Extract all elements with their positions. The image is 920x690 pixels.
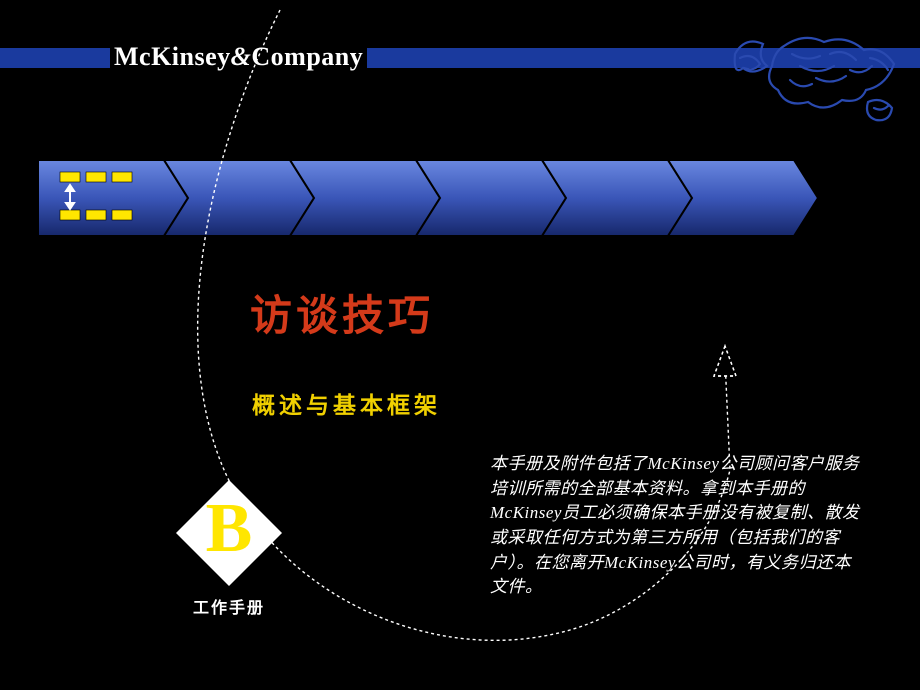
company-logo: McKinsey&Company <box>110 42 367 74</box>
logo-ampersand: & <box>231 42 252 71</box>
slide-subtitle: 概述与基本框架 <box>252 386 441 420</box>
slide-root: McKinsey&Company <box>0 0 920 690</box>
badge-label: 工作手册 <box>164 594 294 618</box>
slide-title: 访谈技巧 <box>250 282 434 343</box>
handbook-badge: B 工作手册 <box>164 476 294 646</box>
logo-part-a: McKinsey <box>114 42 231 71</box>
disclaimer-text: 本手册及附件包括了McKinsey公司顾问客户服务培训所需的全部基本资料。拿到本… <box>490 452 860 600</box>
first-chevron-detail <box>54 168 164 228</box>
world-map-graphic <box>720 24 920 134</box>
process-chevron-bar <box>38 160 908 236</box>
badge-letter: B <box>164 494 294 564</box>
logo-part-b: Company <box>251 42 363 71</box>
